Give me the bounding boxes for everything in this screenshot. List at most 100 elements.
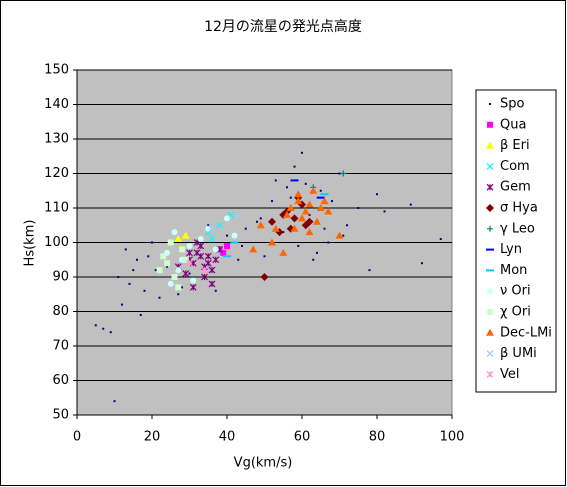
scatter-point [268, 238, 276, 246]
scatter-point [124, 248, 127, 251]
scatter-point [294, 197, 303, 205]
legend-box [475, 89, 557, 393]
x-tick-label: 60 [294, 430, 311, 445]
scatter-point [327, 241, 330, 244]
scatter-point [171, 229, 178, 236]
legend-label: Mon [500, 263, 527, 278]
legend-label: Qua [500, 117, 526, 132]
legend-label: β Eri [500, 138, 530, 153]
legend-marker [486, 328, 494, 336]
scatter-point [289, 196, 292, 199]
scatter-point [208, 266, 216, 274]
scatter-point [319, 189, 322, 192]
scatter-point [109, 331, 112, 334]
legend-marker [487, 225, 493, 232]
scatter-point [154, 269, 157, 272]
scatter-point [249, 245, 258, 253]
legend-marker [486, 350, 494, 358]
scatter-point [304, 182, 307, 185]
y-tick-label: 50 [52, 408, 69, 423]
scatter-point [204, 259, 212, 267]
scatter-point [346, 224, 348, 227]
x-tick-label: 40 [219, 430, 236, 445]
y-tick-label: 70 [52, 339, 69, 354]
scatter-point [409, 203, 412, 206]
scatter-point [323, 227, 326, 230]
scatter-point [331, 200, 333, 203]
scatter-point [268, 217, 276, 226]
legend-marker [486, 370, 494, 378]
scatter-point [313, 217, 321, 225]
scatter-point [234, 211, 242, 219]
scatter-point [383, 210, 386, 213]
scatter-point [182, 270, 190, 277]
y-tick-label: 120 [44, 166, 69, 181]
scatter-point [212, 246, 219, 253]
scatter-point [324, 207, 333, 215]
scatter-point [316, 251, 318, 254]
scatter-point [179, 246, 185, 253]
scatter-point [189, 283, 197, 291]
scatter-point [260, 273, 269, 281]
legend-label: ν Ori [500, 284, 531, 299]
scatter-point [376, 193, 378, 196]
scatter-point [208, 225, 216, 233]
legend-marker [486, 183, 494, 191]
scatter-point [208, 235, 216, 243]
y-tick-label: 110 [44, 201, 69, 216]
scatter-point [212, 256, 220, 264]
legend-label: Com [500, 159, 530, 174]
scatter-point [305, 200, 314, 208]
scatter-point [301, 207, 310, 215]
scatter-point [216, 221, 223, 229]
scatter-point [342, 234, 345, 237]
scatter-point [340, 170, 347, 177]
scatter-point [279, 248, 288, 256]
scatter-point [175, 267, 182, 274]
legend-label: Dec-LMi [500, 325, 552, 340]
scatter-point [136, 258, 138, 261]
scatter-point [263, 255, 266, 258]
scatter-point [94, 324, 97, 327]
x-tick-label: 0 [73, 430, 81, 445]
scatter-point [181, 231, 190, 239]
scatter-point [197, 236, 204, 243]
scatter-point [338, 172, 341, 175]
scatter-point [117, 276, 120, 278]
scatter-point [174, 235, 183, 243]
legend-marker [487, 309, 493, 315]
scatter-point [293, 165, 296, 168]
y-tick-label: 100 [44, 235, 69, 250]
scatter-point [201, 266, 208, 274]
scatter-point [309, 186, 318, 194]
scatter-point [102, 327, 105, 330]
scatter-point [226, 234, 228, 237]
legend-label: Gem [500, 180, 531, 195]
scatter-point [294, 190, 303, 198]
scatter-point [197, 252, 205, 260]
scatter-point [274, 179, 277, 182]
y-tick-label: 90 [52, 270, 69, 285]
legend-label: β UMi [500, 346, 537, 361]
legend-label: σ Hya [500, 201, 538, 216]
x-tick-label: 100 [440, 430, 465, 445]
scatter-point [166, 265, 168, 268]
x-axis-label: Vg(km/s) [234, 456, 293, 471]
scatter-point [320, 197, 329, 205]
scatter-point [158, 296, 161, 299]
scatter-point [305, 228, 314, 236]
y-tick-label: 60 [52, 373, 69, 388]
scatter-point [368, 269, 371, 272]
scatter-point [231, 232, 238, 239]
scatter-point [301, 221, 310, 230]
legend-label: Spo [500, 97, 525, 112]
scatter-point [188, 272, 191, 275]
scatter-point [290, 214, 299, 223]
scatter-point [301, 151, 303, 154]
scatter-point [177, 293, 180, 296]
scatter-point [308, 213, 311, 216]
scatter-point [224, 215, 230, 222]
scatter-point [167, 239, 174, 246]
scatter-point [186, 249, 193, 257]
scatter-point [143, 289, 146, 292]
